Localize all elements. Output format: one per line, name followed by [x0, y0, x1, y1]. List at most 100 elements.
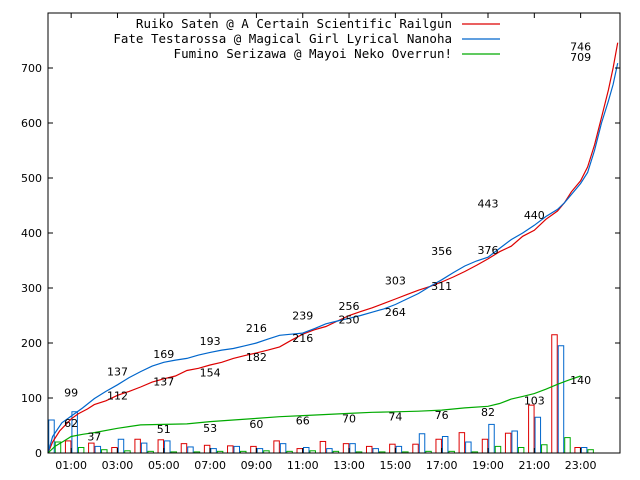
data-label: 140	[570, 374, 591, 387]
hourly-bar	[557, 345, 565, 454]
data-label: 154	[200, 366, 221, 379]
hourly-bar	[418, 433, 426, 454]
y-tick-label: 500	[21, 172, 42, 185]
x-tick-label: 07:00	[194, 459, 226, 472]
hourly-bar	[273, 440, 280, 454]
hourly-bar	[94, 445, 102, 454]
hourly-bar	[296, 448, 303, 454]
hourly-bar	[203, 444, 211, 454]
hourly-bar	[319, 440, 327, 454]
legend-label: Fate Testarossa @ Magical Girl Lyrical N…	[113, 31, 452, 46]
data-label: 709	[570, 51, 591, 64]
data-label: 103	[524, 394, 545, 407]
hourly-bar	[140, 442, 148, 454]
plot-frame	[47, 12, 621, 454]
legend: Ruiko Saten @ A Certain Scientific Railg…	[113, 16, 500, 61]
series-line	[47, 42, 619, 454]
data-label: 99	[64, 387, 78, 400]
hourly-bar	[441, 436, 449, 454]
data-label: 440	[524, 209, 545, 222]
legend-label: Fumino Serizawa @ Mayoi Neko Overrun!	[174, 46, 452, 61]
hourly-bar	[534, 416, 542, 454]
x-tick-label: 01:00	[55, 459, 87, 472]
hourly-bar	[111, 447, 118, 454]
hourly-bar	[180, 443, 188, 454]
hourly-bar	[279, 443, 287, 454]
data-label: 169	[153, 348, 174, 361]
x-tick-label: 15:00	[380, 459, 412, 472]
data-label: 51	[157, 423, 171, 436]
hourly-bar	[210, 448, 217, 454]
hourly-bar	[64, 440, 72, 454]
y-tick-label: 100	[21, 392, 42, 405]
data-label: 53	[203, 422, 217, 435]
y-tick-label: 600	[21, 117, 42, 130]
hourly-bar	[574, 447, 581, 454]
data-label: 356	[431, 245, 452, 258]
x-tick-label: 23:00	[565, 459, 597, 472]
hourly-bar	[187, 446, 194, 454]
hourly-bar	[88, 442, 95, 454]
y-tick-label: 200	[21, 337, 42, 350]
data-label: 82	[481, 406, 495, 419]
series-line	[47, 62, 619, 454]
series-line	[47, 375, 581, 454]
data-label: 60	[249, 418, 263, 431]
y-tick-label: 0	[35, 447, 42, 460]
hourly-bar	[256, 448, 264, 454]
hourly-bar	[77, 447, 85, 454]
hourly-bar	[372, 448, 379, 454]
hourly-bar	[389, 443, 396, 454]
hourly-bar	[233, 445, 241, 454]
hourly-bar	[435, 438, 442, 454]
hourly-bar	[465, 441, 472, 454]
hourly-bar	[517, 447, 525, 454]
axis-ticks: 0 100 200 300 400 500 600 700 01:00 03:00 05:00 07:…	[21, 13, 620, 472]
x-tick-label: 11:00	[287, 459, 319, 472]
legend-label: Ruiko Saten @ A Certain Scientific Railg…	[136, 16, 452, 31]
data-label: 311	[431, 280, 452, 293]
hourly-bar	[528, 404, 535, 454]
data-label: 239	[292, 310, 313, 323]
hourly-bar	[412, 443, 419, 454]
y-tick-label: 300	[21, 282, 42, 295]
hourly-bar	[349, 443, 356, 454]
hourly-bar	[494, 445, 502, 454]
hourly-bar	[481, 438, 489, 454]
hourly-bar	[302, 447, 310, 454]
data-label: 74	[388, 410, 402, 423]
data-label: 137	[153, 376, 174, 389]
data-label: 182	[246, 351, 267, 364]
data-label: 376	[478, 244, 499, 257]
data-label: 303	[385, 274, 406, 287]
x-tick-label: 03:00	[102, 459, 134, 472]
hourly-bars	[48, 334, 594, 454]
hourly-bar	[227, 445, 234, 454]
hourly-bar	[458, 432, 466, 454]
data-label: 66	[296, 415, 310, 428]
hourly-bar	[342, 443, 350, 454]
data-label: 256	[339, 300, 360, 313]
data-label: 250	[339, 314, 360, 327]
hourly-bar	[504, 432, 512, 454]
hourly-bar	[551, 334, 558, 454]
data-label: 443	[478, 197, 499, 210]
data-label: 37	[87, 431, 101, 444]
hourly-bar	[541, 444, 548, 454]
data-label: 746	[570, 41, 591, 54]
hourly-bar	[250, 445, 257, 454]
data-label: 216	[292, 332, 313, 345]
hourly-bar	[580, 447, 588, 454]
y-tick-label: 700	[21, 62, 42, 75]
x-tick-label: 05:00	[148, 459, 180, 472]
data-label: 216	[246, 322, 267, 335]
data-label: 137	[107, 366, 128, 379]
cumulative-lines	[47, 42, 619, 454]
hourly-bar	[488, 423, 495, 454]
data-label: 62	[64, 417, 78, 430]
data-label: 264	[385, 306, 406, 319]
data-label: 193	[200, 335, 221, 348]
x-tick-label: 21:00	[518, 459, 550, 472]
hourly-bar	[326, 448, 333, 454]
y-tick-label: 400	[21, 227, 42, 240]
